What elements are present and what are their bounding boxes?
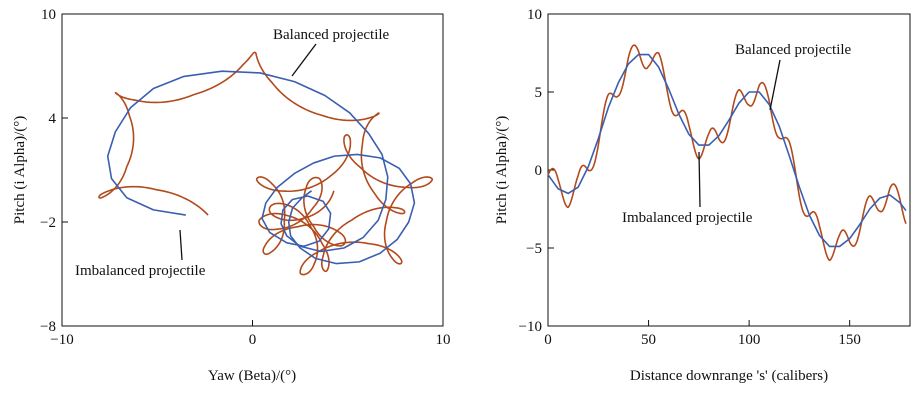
annotation-label: Imbalanced projectile [75,263,206,279]
x-tick-label: 100 [738,332,761,348]
left-series-lines [98,51,434,276]
y-tick-label: 10 [527,7,542,23]
balanced-series-line [106,70,416,265]
x-tick-label: −10 [50,332,73,348]
y-tick-label: −10 [519,319,542,335]
imbalanced-series-line [98,51,434,276]
annotation-label: Imbalanced projectile [622,210,753,226]
x-tick-label: 150 [838,332,861,348]
imbalanced-series-line [547,44,907,262]
left-y-axis-label: Pitch (i Alpha)/(°) [12,116,28,224]
annotation-label: Balanced projectile [273,27,390,43]
left-x-ticks: −10 0 10 [50,320,451,348]
right-series-lines [547,44,907,262]
y-tick-label: 5 [535,85,543,101]
right-x-axis-label: Distance downrange 's' (calibers) [630,368,828,384]
x-tick-label: 50 [641,332,656,348]
y-tick-label: −2 [40,215,56,231]
y-tick-label: 4 [49,111,57,127]
y-tick-label: 10 [41,7,56,23]
x-tick-label: 0 [249,332,257,348]
right-x-ticks: 0 50 100 150 [544,320,861,348]
x-tick-label: 0 [544,332,552,348]
x-tick-label: 10 [436,332,451,348]
annotation-leader-line [698,151,701,208]
left-x-axis-label: Yaw (Beta)/(°) [208,368,296,384]
annotation-leader-line [769,59,781,111]
balanced-series-line [547,53,907,248]
y-tick-label: 0 [535,163,543,179]
y-tick-label: −8 [40,319,56,335]
left-chart-panel: −10 0 10 10 4 −2 −8 Balanced projectile Imbala… [12,7,451,384]
right-y-axis-label: Pitch (i Alpha)/(°) [494,116,510,224]
right-y-ticks: 10 5 0 −5 −10 [519,7,554,335]
left-annotations: Balanced projectile Imbalanced projectile [75,27,390,279]
right-plot-frame [547,13,911,327]
annotation-leader-line [179,229,183,261]
left-y-ticks: 10 4 −2 −8 [40,7,68,335]
right-annotations: Balanced projectile Imbalanced projectile [622,42,852,226]
y-tick-label: −5 [526,241,542,257]
annotation-label: Balanced projectile [735,42,852,58]
annotation-leader-line [291,43,317,77]
